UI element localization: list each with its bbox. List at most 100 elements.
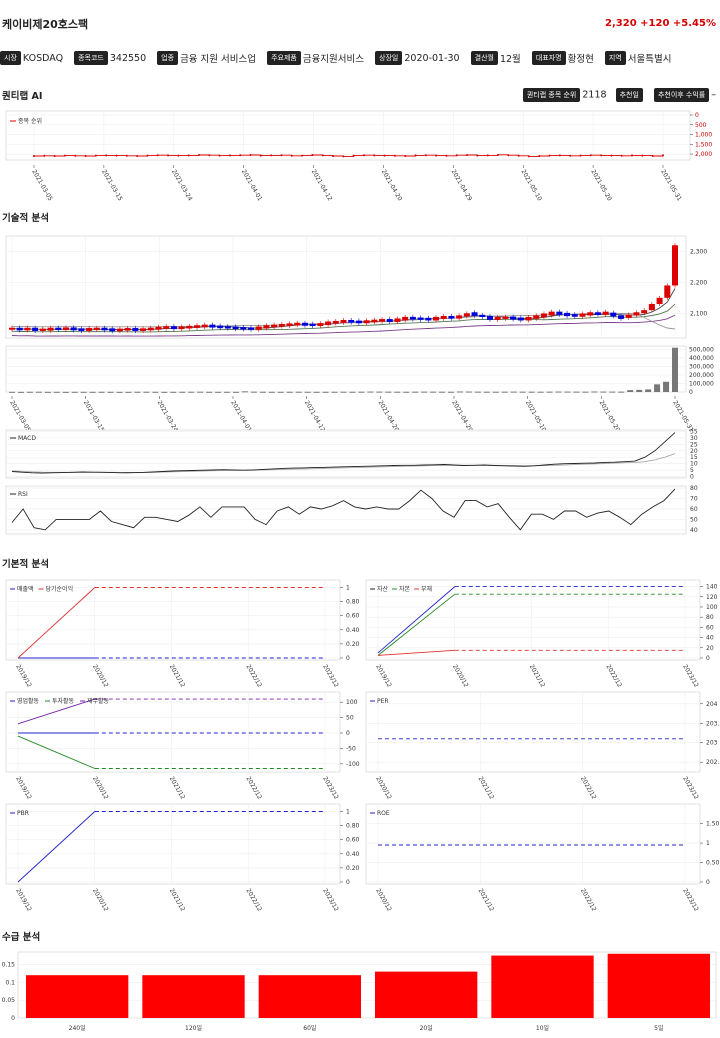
info-value-market: KOSDAQ	[22, 52, 64, 64]
volume-bar	[439, 391, 446, 393]
y-tick-label: 500,000	[689, 346, 714, 353]
candle-body	[664, 285, 671, 298]
volume-bar	[286, 391, 293, 393]
rank-point	[332, 155, 335, 157]
volume-bar	[125, 391, 132, 393]
rank-point	[167, 154, 170, 157]
section-title-tech: 기술적 분석	[2, 213, 50, 224]
candle-body	[201, 324, 208, 328]
y-tick-label: 0	[346, 655, 350, 662]
x-tick-label: 2020/12	[91, 776, 110, 801]
rank-point	[651, 155, 654, 157]
y-tick-label: 60	[706, 624, 714, 631]
legend-label: RSI	[18, 491, 28, 498]
candle-body	[147, 327, 154, 331]
candle-body	[232, 326, 239, 330]
volume-bar	[17, 391, 24, 393]
plot-frame	[5, 429, 687, 479]
y-tick-label: 500	[695, 122, 707, 129]
rank-point	[197, 154, 200, 157]
y-tick-label: 1	[706, 840, 710, 847]
info-value-ceo: 황정현	[567, 54, 594, 65]
volume-bar	[573, 391, 580, 393]
x-tick-label: 2022/12	[245, 776, 264, 801]
candle-body	[625, 314, 632, 318]
y-tick-label: 1	[346, 809, 350, 816]
candle-body	[217, 325, 224, 329]
plot-frame	[5, 803, 341, 885]
x-tick-label: 10일	[536, 1024, 549, 1032]
info-label-product: 주요제품	[267, 51, 301, 65]
candle-body	[494, 316, 501, 320]
volume-bar	[412, 391, 419, 393]
y-tick-label: 0.60	[346, 837, 360, 844]
rank-point	[414, 154, 417, 157]
candle-body	[448, 315, 455, 319]
candle-body	[317, 323, 324, 327]
rank-point	[259, 154, 262, 157]
candle-body	[456, 315, 463, 319]
y-tick-label: -50	[346, 745, 356, 752]
rank-point	[239, 154, 242, 157]
y-tick-label: 60	[690, 506, 698, 513]
legend-label: PER	[377, 698, 389, 705]
rank-point	[342, 155, 345, 158]
candle-body	[556, 311, 563, 315]
rank-point	[404, 155, 407, 157]
x-tick-label: 2019/12	[14, 776, 33, 801]
info-label-region: 지역	[604, 51, 626, 65]
x-tick-label: 2023/12	[321, 888, 340, 913]
candle-body	[517, 317, 524, 321]
rank-point	[208, 154, 211, 157]
rank-point	[301, 154, 304, 157]
x-tick-label: 2022/12	[245, 664, 264, 689]
rank-point	[620, 154, 623, 157]
volume-bar	[645, 389, 652, 392]
x-tick-label: 2019/12	[14, 664, 33, 689]
volume-bar	[528, 391, 535, 393]
x-tick-label: 2022/12	[245, 888, 264, 913]
rank-point	[53, 155, 56, 157]
series-line	[377, 649, 455, 656]
volume-bar	[618, 391, 625, 393]
candle-body	[440, 315, 447, 319]
rank-chart: 0 500 1,000 1,500 2,000 종목 순위 2021-03-05 2021-0…	[5, 110, 712, 202]
volume-bar	[277, 391, 284, 393]
rank-point	[424, 154, 427, 157]
y-tick-label: 203	[706, 740, 718, 747]
volume-bar	[53, 391, 60, 393]
section-title-supply: 수급 분석	[2, 932, 41, 943]
candle-body	[93, 327, 100, 331]
volume-bar	[188, 391, 195, 393]
y-tick-label: 20	[690, 448, 698, 455]
candle-body	[224, 326, 231, 329]
info-label-industry: 업종	[157, 51, 179, 65]
x-tick-label: 2020/12	[374, 888, 393, 913]
candle-body	[510, 316, 517, 320]
series-line	[17, 811, 96, 883]
y-tick-label: 5	[690, 467, 694, 474]
rsi-chart: 40 50 60 70 80 RSI	[5, 485, 698, 535]
volume-bar	[152, 391, 159, 393]
y-tick-label: 30	[690, 435, 698, 442]
volume-bar	[179, 391, 186, 393]
y-tick-label: 0.80	[346, 599, 360, 606]
volume-bar	[295, 391, 302, 393]
y-tick-label: 40	[706, 635, 714, 642]
y-tick-label: 0.20	[346, 865, 360, 872]
candle-body	[294, 322, 301, 326]
y-tick-label: 0	[695, 112, 699, 119]
plot-frame	[5, 110, 691, 161]
candle-body	[140, 328, 147, 331]
candle-body	[355, 320, 362, 324]
volume-bar	[546, 391, 553, 393]
y-tick-label: 1.50	[706, 821, 720, 828]
volume-bar	[672, 347, 678, 392]
volume-bar	[44, 391, 51, 393]
supply-bar	[491, 955, 594, 1018]
candle-body	[170, 326, 177, 330]
y-tick-label: 1	[346, 585, 350, 592]
volume-bar	[564, 391, 571, 393]
stock-header: 케이비제20호스팩 2,320 +120 +5.45%	[0, 16, 720, 38]
candle-body	[86, 328, 93, 331]
